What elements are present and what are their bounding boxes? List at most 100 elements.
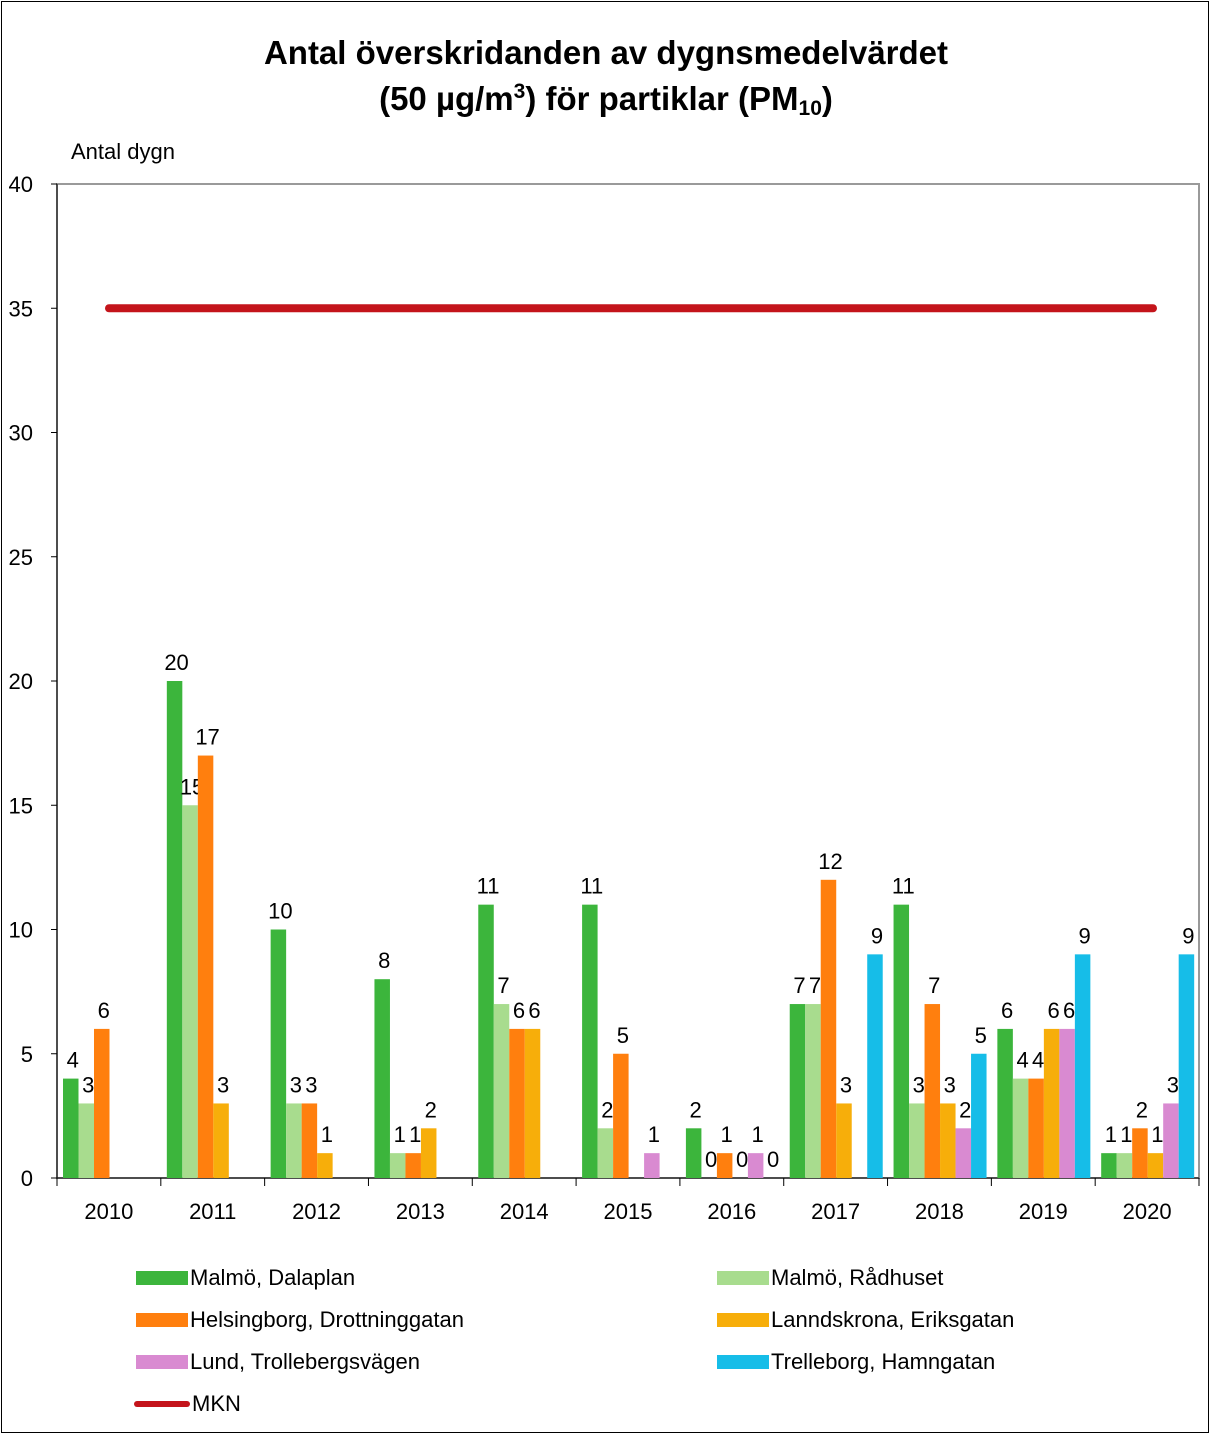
- bar: [478, 904, 494, 1178]
- bar: [94, 1028, 110, 1178]
- data-label: 8: [378, 948, 390, 973]
- data-label: 11: [580, 874, 603, 899]
- bar: [197, 755, 214, 1178]
- data-label: 1: [1120, 1122, 1132, 1147]
- legend-label: Helsingborg, Drottninggatan: [190, 1307, 464, 1332]
- chart-title: Antal överskridanden av dygnsmedelvärdet…: [0, 30, 1212, 122]
- bar: [716, 1153, 733, 1178]
- legend-item: Lanndskrona, Eriksgatan: [717, 1306, 1014, 1334]
- bar: [63, 1078, 79, 1178]
- bar: [1178, 954, 1195, 1178]
- data-label: 1: [752, 1122, 764, 1147]
- bar: [940, 1103, 956, 1178]
- data-label: 1: [648, 1122, 660, 1147]
- legend-item: Trelleborg, Hamngatan: [717, 1348, 995, 1376]
- bar: [420, 1128, 437, 1178]
- data-label: 3: [217, 1072, 229, 1097]
- bar: [582, 904, 598, 1178]
- chart-title-line2: (50 µg/m3) för partiklar (PM10): [379, 80, 833, 120]
- legend-swatch: [136, 1313, 188, 1327]
- bar: [405, 1153, 421, 1178]
- legend-item: Lund, Trollebergsvägen: [136, 1348, 420, 1376]
- data-label: 0: [736, 1147, 748, 1172]
- bar: [493, 1004, 510, 1178]
- bar: [182, 805, 198, 1178]
- x-tick-label: 2011: [189, 1199, 236, 1224]
- bar: [644, 1153, 660, 1178]
- bar: [1132, 1128, 1148, 1178]
- data-label: 3: [82, 1072, 94, 1097]
- legend-label: Trelleborg, Hamngatan: [771, 1349, 996, 1374]
- data-label: 6: [528, 998, 540, 1023]
- data-label: 6: [1001, 998, 1013, 1023]
- bar: [317, 1153, 333, 1178]
- legend-swatch: [717, 1313, 769, 1327]
- bar: [747, 1153, 764, 1178]
- data-label: 3: [305, 1072, 317, 1097]
- x-tick-label: 2013: [396, 1199, 445, 1224]
- x-tick-label: 2018: [915, 1199, 964, 1224]
- bar: [374, 979, 390, 1178]
- data-label: 5: [975, 1023, 987, 1048]
- bar: [1163, 1103, 1179, 1178]
- bar: [1147, 1153, 1164, 1178]
- bar: [867, 954, 883, 1178]
- data-label: 6: [1063, 998, 1075, 1023]
- data-label: 3: [840, 1072, 852, 1097]
- data-label: 6: [1047, 998, 1059, 1023]
- data-label: 4: [67, 1048, 79, 1073]
- bar: [955, 1128, 972, 1178]
- legend-item: Malmö, Dalaplan: [136, 1264, 355, 1292]
- bar: [1074, 954, 1091, 1178]
- data-label: 11: [892, 874, 915, 899]
- bar: [286, 1103, 302, 1178]
- x-tick-label: 2019: [1019, 1199, 1068, 1224]
- data-label: 7: [793, 973, 805, 998]
- data-label: 2: [425, 1097, 437, 1122]
- x-tick-label: 2016: [707, 1199, 756, 1224]
- y-axis-label: Antal dygn: [71, 139, 175, 164]
- data-label: 1: [721, 1122, 733, 1147]
- data-label: 11: [477, 874, 500, 899]
- bar: [270, 929, 287, 1178]
- data-label: 3: [1167, 1072, 1179, 1097]
- data-label: 4: [1032, 1048, 1044, 1073]
- data-label: 2: [959, 1097, 971, 1122]
- bar: [789, 1004, 806, 1178]
- legend-swatch: [717, 1271, 769, 1285]
- bar: [213, 1103, 229, 1178]
- x-tick-label: 2014: [500, 1199, 549, 1224]
- y-tick-label: 25: [9, 545, 33, 570]
- data-label: 5: [617, 1023, 629, 1048]
- legend-swatch: [136, 1355, 188, 1369]
- bar: [820, 879, 837, 1178]
- y-tick-label: 35: [9, 296, 33, 321]
- data-label: 9: [1182, 923, 1194, 948]
- legend-item: Malmö, Rådhuset: [717, 1264, 943, 1292]
- bar: [971, 1053, 987, 1178]
- data-label: 20: [164, 650, 188, 675]
- data-label: 4: [1016, 1048, 1028, 1073]
- legend-line-swatch: [134, 1401, 190, 1407]
- data-label: 0: [767, 1147, 779, 1172]
- bar: [1116, 1153, 1133, 1178]
- data-label: 3: [913, 1072, 925, 1097]
- y-tick-label: 30: [9, 421, 33, 446]
- y-tick-label: 10: [9, 918, 33, 943]
- bar: [301, 1103, 318, 1178]
- legend-item: Helsingborg, Drottninggatan: [136, 1306, 464, 1334]
- data-label: 1: [321, 1122, 333, 1147]
- data-label: 1: [1151, 1122, 1163, 1147]
- x-tick-label: 2020: [1123, 1199, 1172, 1224]
- data-label: 1: [394, 1122, 406, 1147]
- data-label: 9: [1078, 923, 1090, 948]
- legend-label: Malmö, Dalaplan: [190, 1265, 356, 1290]
- bar: [509, 1028, 525, 1178]
- data-label: 10: [268, 899, 292, 924]
- bar: [1043, 1028, 1060, 1178]
- chart-title-line1: Antal överskridanden av dygnsmedelvärdet: [263, 34, 949, 71]
- x-tick-label: 2012: [292, 1199, 341, 1224]
- data-label: 7: [497, 973, 509, 998]
- x-tick-label: 2017: [811, 1199, 860, 1224]
